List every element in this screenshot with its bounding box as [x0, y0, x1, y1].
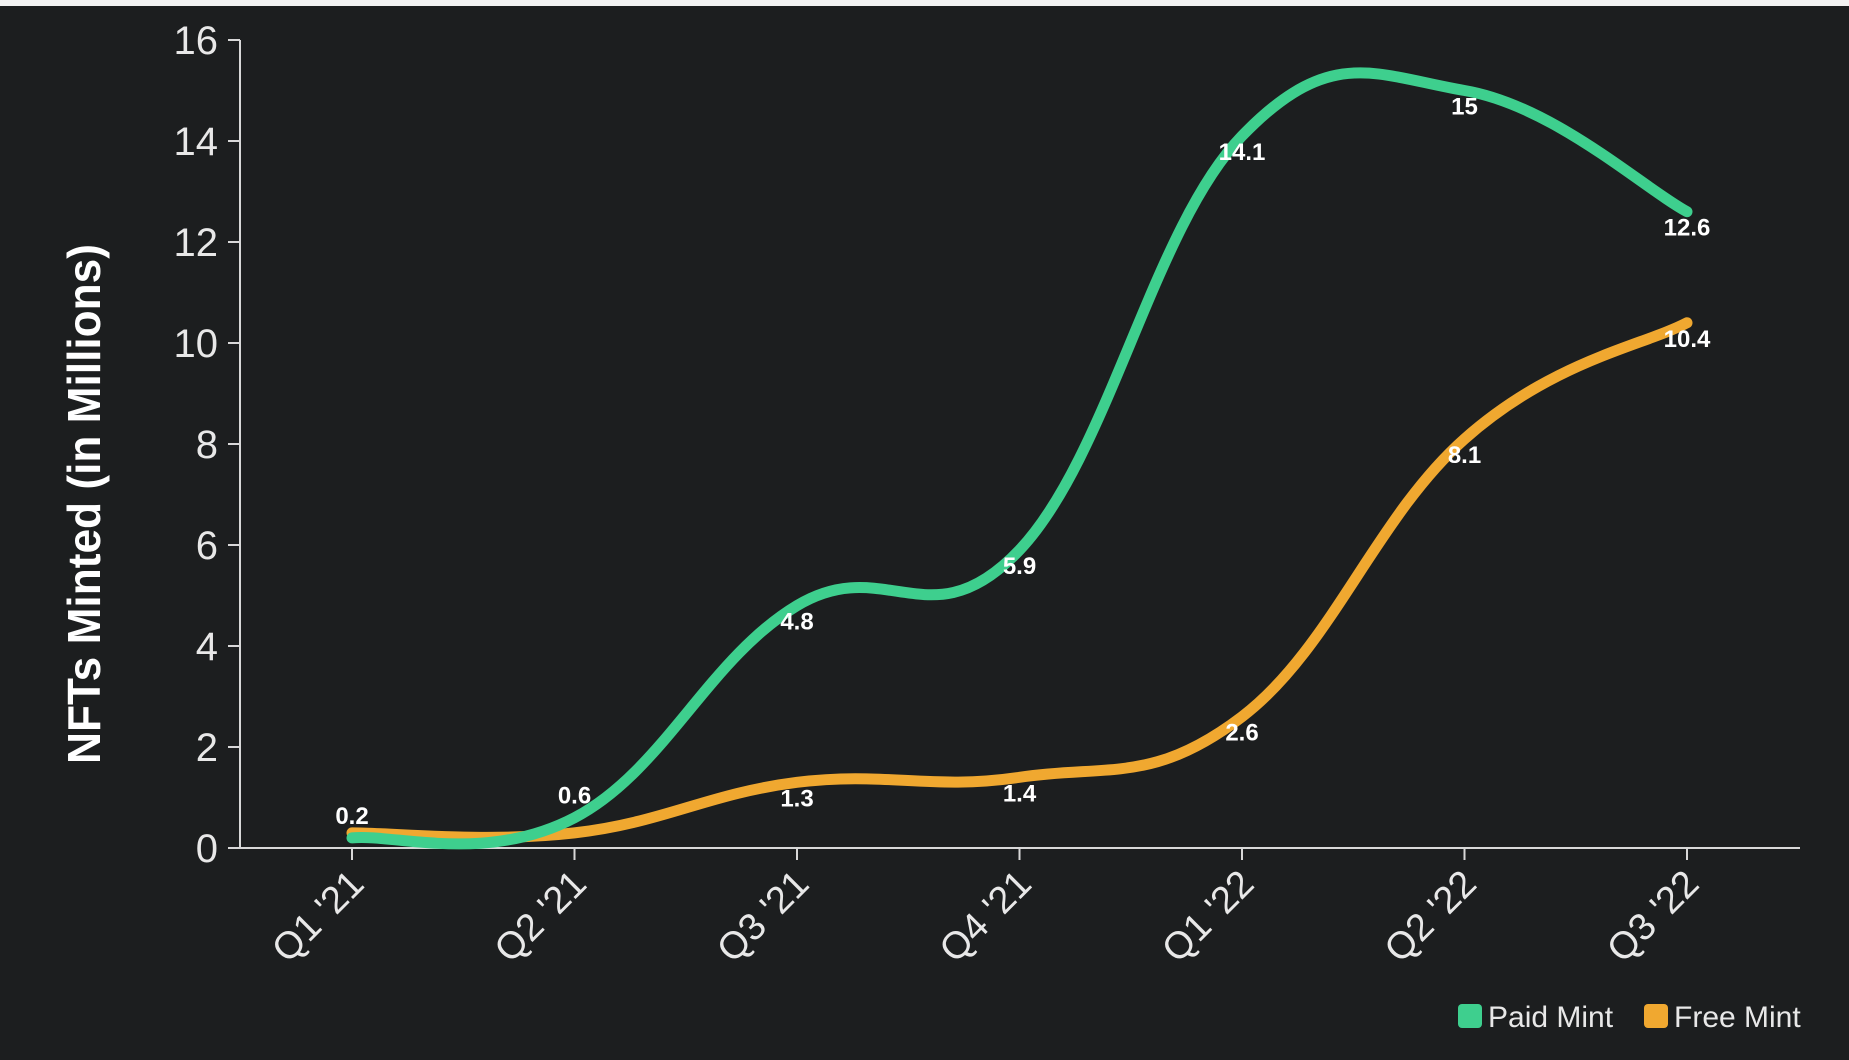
- data-label-free-mint: 2.6: [1225, 720, 1258, 747]
- x-tick-label: Q4 '21: [932, 863, 1040, 971]
- data-label-free-mint: 10.4: [1664, 326, 1711, 353]
- y-tick-label: 2: [196, 726, 218, 770]
- data-label-layer: 0.2 0.6 4.8 5.9 14.1 15 12.6 1.3 1.4 2.6 8.1 10.4: [335, 94, 1711, 830]
- data-label-paid-mint: 12.6: [1664, 215, 1711, 242]
- y-tick-label: 8: [196, 423, 218, 467]
- y-tick-label: 4: [196, 625, 218, 669]
- y-tick-label: 12: [174, 221, 219, 265]
- y-tick-label: 14: [174, 120, 219, 164]
- y-tick-label: 10: [174, 322, 219, 366]
- x-tick-label: Q3 '21: [709, 863, 817, 971]
- series-line-paid-mint: [346, 67, 1693, 850]
- legend: Paid Mint Free Mint: [1458, 1001, 1801, 1034]
- data-label-paid-mint: 14.1: [1219, 139, 1266, 166]
- legend-label-paid-mint: Paid Mint: [1488, 1001, 1614, 1034]
- data-label-free-mint: 8.1: [1448, 442, 1481, 469]
- x-tick-label: Q1 '21: [264, 863, 372, 971]
- legend-swatch-free-mint: [1644, 1004, 1668, 1028]
- data-label-paid-mint: 4.8: [780, 609, 813, 636]
- data-label-paid-mint: 15: [1451, 94, 1478, 121]
- y-tick-label: 6: [196, 524, 218, 568]
- series-line-free-mint: [346, 317, 1693, 843]
- y-tick-label: 16: [174, 19, 219, 63]
- y-axis: 0 2 4 6 8 10 12 14 16: [174, 19, 241, 871]
- data-label-paid-mint: 0.6: [558, 783, 591, 810]
- x-tick-label: Q1 '22: [1154, 863, 1262, 971]
- x-tick-label: Q3 '22: [1599, 863, 1707, 971]
- x-tick-label: Q2 '21: [487, 863, 595, 971]
- y-tick-label: 0: [196, 827, 218, 871]
- data-label-paid-mint: 0.2: [335, 803, 368, 830]
- data-label-free-mint: 1.3: [780, 785, 813, 812]
- x-tick-label: Q2 '22: [1377, 863, 1485, 971]
- data-label-paid-mint: 5.9: [1003, 553, 1036, 580]
- y-axis-title: NFTs Minted (in Millions): [58, 244, 110, 764]
- series-layer: [346, 67, 1693, 850]
- legend-swatch-paid-mint: [1458, 1004, 1482, 1028]
- x-axis: Q1 '21 Q2 '21 Q3 '21 Q4 '21 Q1 '22 Q2 '22 Q3 '…: [240, 847, 1800, 971]
- data-label-free-mint: 1.4: [1003, 780, 1037, 807]
- legend-label-free-mint: Free Mint: [1674, 1001, 1801, 1034]
